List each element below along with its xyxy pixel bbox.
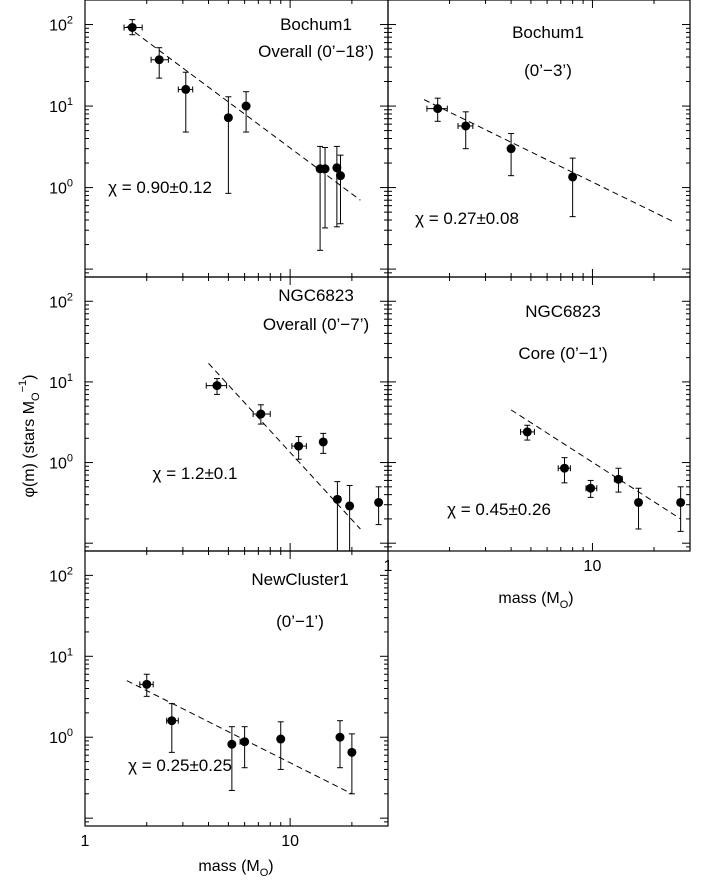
panel-label-1: NewCluster1 [251, 570, 348, 589]
data-point [142, 679, 152, 689]
fit-line [510, 409, 681, 520]
fit-label: χ = 0.90±0.12 [108, 178, 212, 197]
y-tick-label: 100 [49, 178, 73, 198]
data-point [294, 441, 304, 451]
y-tick-label: 100 [49, 453, 73, 473]
data-point [127, 22, 137, 32]
data-point [506, 144, 516, 154]
panel-label-2: (0’−3’) [524, 61, 572, 80]
panel-label-2: Overall (0’−18’) [258, 42, 374, 61]
panel-frame [84, 550, 389, 827]
x-axis-label-right: mass (MO) [498, 590, 573, 611]
panel-2: Bochum1 (0’−3’) χ = 0.27±0.08 [387, 0, 691, 278]
data-point [276, 734, 286, 744]
fit-label: χ = 1.2±0.1 [153, 464, 238, 483]
panel-3: NGC6823 Overall (0’−7’) χ = 1.2±0.1 102 101 1… [49, 276, 389, 552]
panel-label-1: Bochum1 [512, 23, 584, 42]
y-axis-label: φ(m) (stars MO−1) [17, 374, 42, 497]
y-tick-label: 102 [49, 291, 73, 311]
y-tick-label: 101 [49, 96, 73, 116]
data-point [154, 55, 164, 65]
data-point [568, 172, 578, 182]
data-point [240, 737, 250, 747]
fit-label: χ = 0.27±0.08 [415, 209, 519, 228]
data-point [335, 171, 345, 181]
data-point [433, 104, 443, 114]
data-point [345, 501, 355, 511]
data-point [586, 483, 596, 493]
data-point [335, 732, 345, 742]
fit-line [423, 99, 675, 223]
data-point [634, 497, 644, 507]
y-tick-label: 101 [49, 646, 73, 666]
data-point [332, 163, 342, 173]
data-point [181, 84, 191, 94]
fit-label: χ = 0.25±0.25 [128, 756, 232, 775]
y-tick-label: 102 [49, 15, 73, 35]
panel-label-2: Overall (0’−7’) [263, 315, 369, 334]
y-tick-label: 101 [49, 372, 73, 392]
data-point [212, 381, 222, 391]
panel-label-2: Core (0’−1’) [518, 344, 607, 363]
panel-1: Bochum1 Overall (0’−18’) χ = 0.90±0.12 102 1… [49, 0, 389, 278]
data-point [241, 101, 251, 111]
y-tick-label: 100 [49, 727, 73, 747]
data-point [332, 494, 342, 504]
data-point [223, 113, 233, 123]
data-point [676, 497, 686, 507]
panel-5: NewCluster1(0’−1’)χ = 0.25±0.25102101100… [49, 550, 389, 850]
data-point [522, 427, 532, 437]
panel-label-1: NGC6823 [278, 286, 354, 305]
data-point [560, 463, 570, 473]
x-tick-label: 10 [281, 833, 299, 850]
panel-label-2: (0’−1’) [276, 612, 324, 631]
fit-line [208, 362, 361, 530]
y-tick-label: 102 [49, 565, 73, 585]
data-point [167, 716, 177, 726]
fit-line [126, 680, 353, 795]
data-point [256, 409, 266, 419]
data-point [374, 497, 384, 507]
x-tick-label: 1 [81, 833, 90, 850]
data-point [347, 747, 357, 757]
data-point [318, 437, 328, 447]
data-point [613, 474, 623, 484]
panel-label-1: Bochum1 [280, 15, 352, 34]
data-point [461, 121, 471, 131]
panel-label-1: NGC6823 [525, 302, 601, 321]
fit-label: χ = 0.45±0.26 [447, 500, 551, 519]
data-point [320, 164, 330, 174]
x-tick-label: 10 [584, 558, 602, 575]
data-point [227, 739, 237, 749]
x-axis-label-left: mass (MO) [198, 858, 273, 879]
